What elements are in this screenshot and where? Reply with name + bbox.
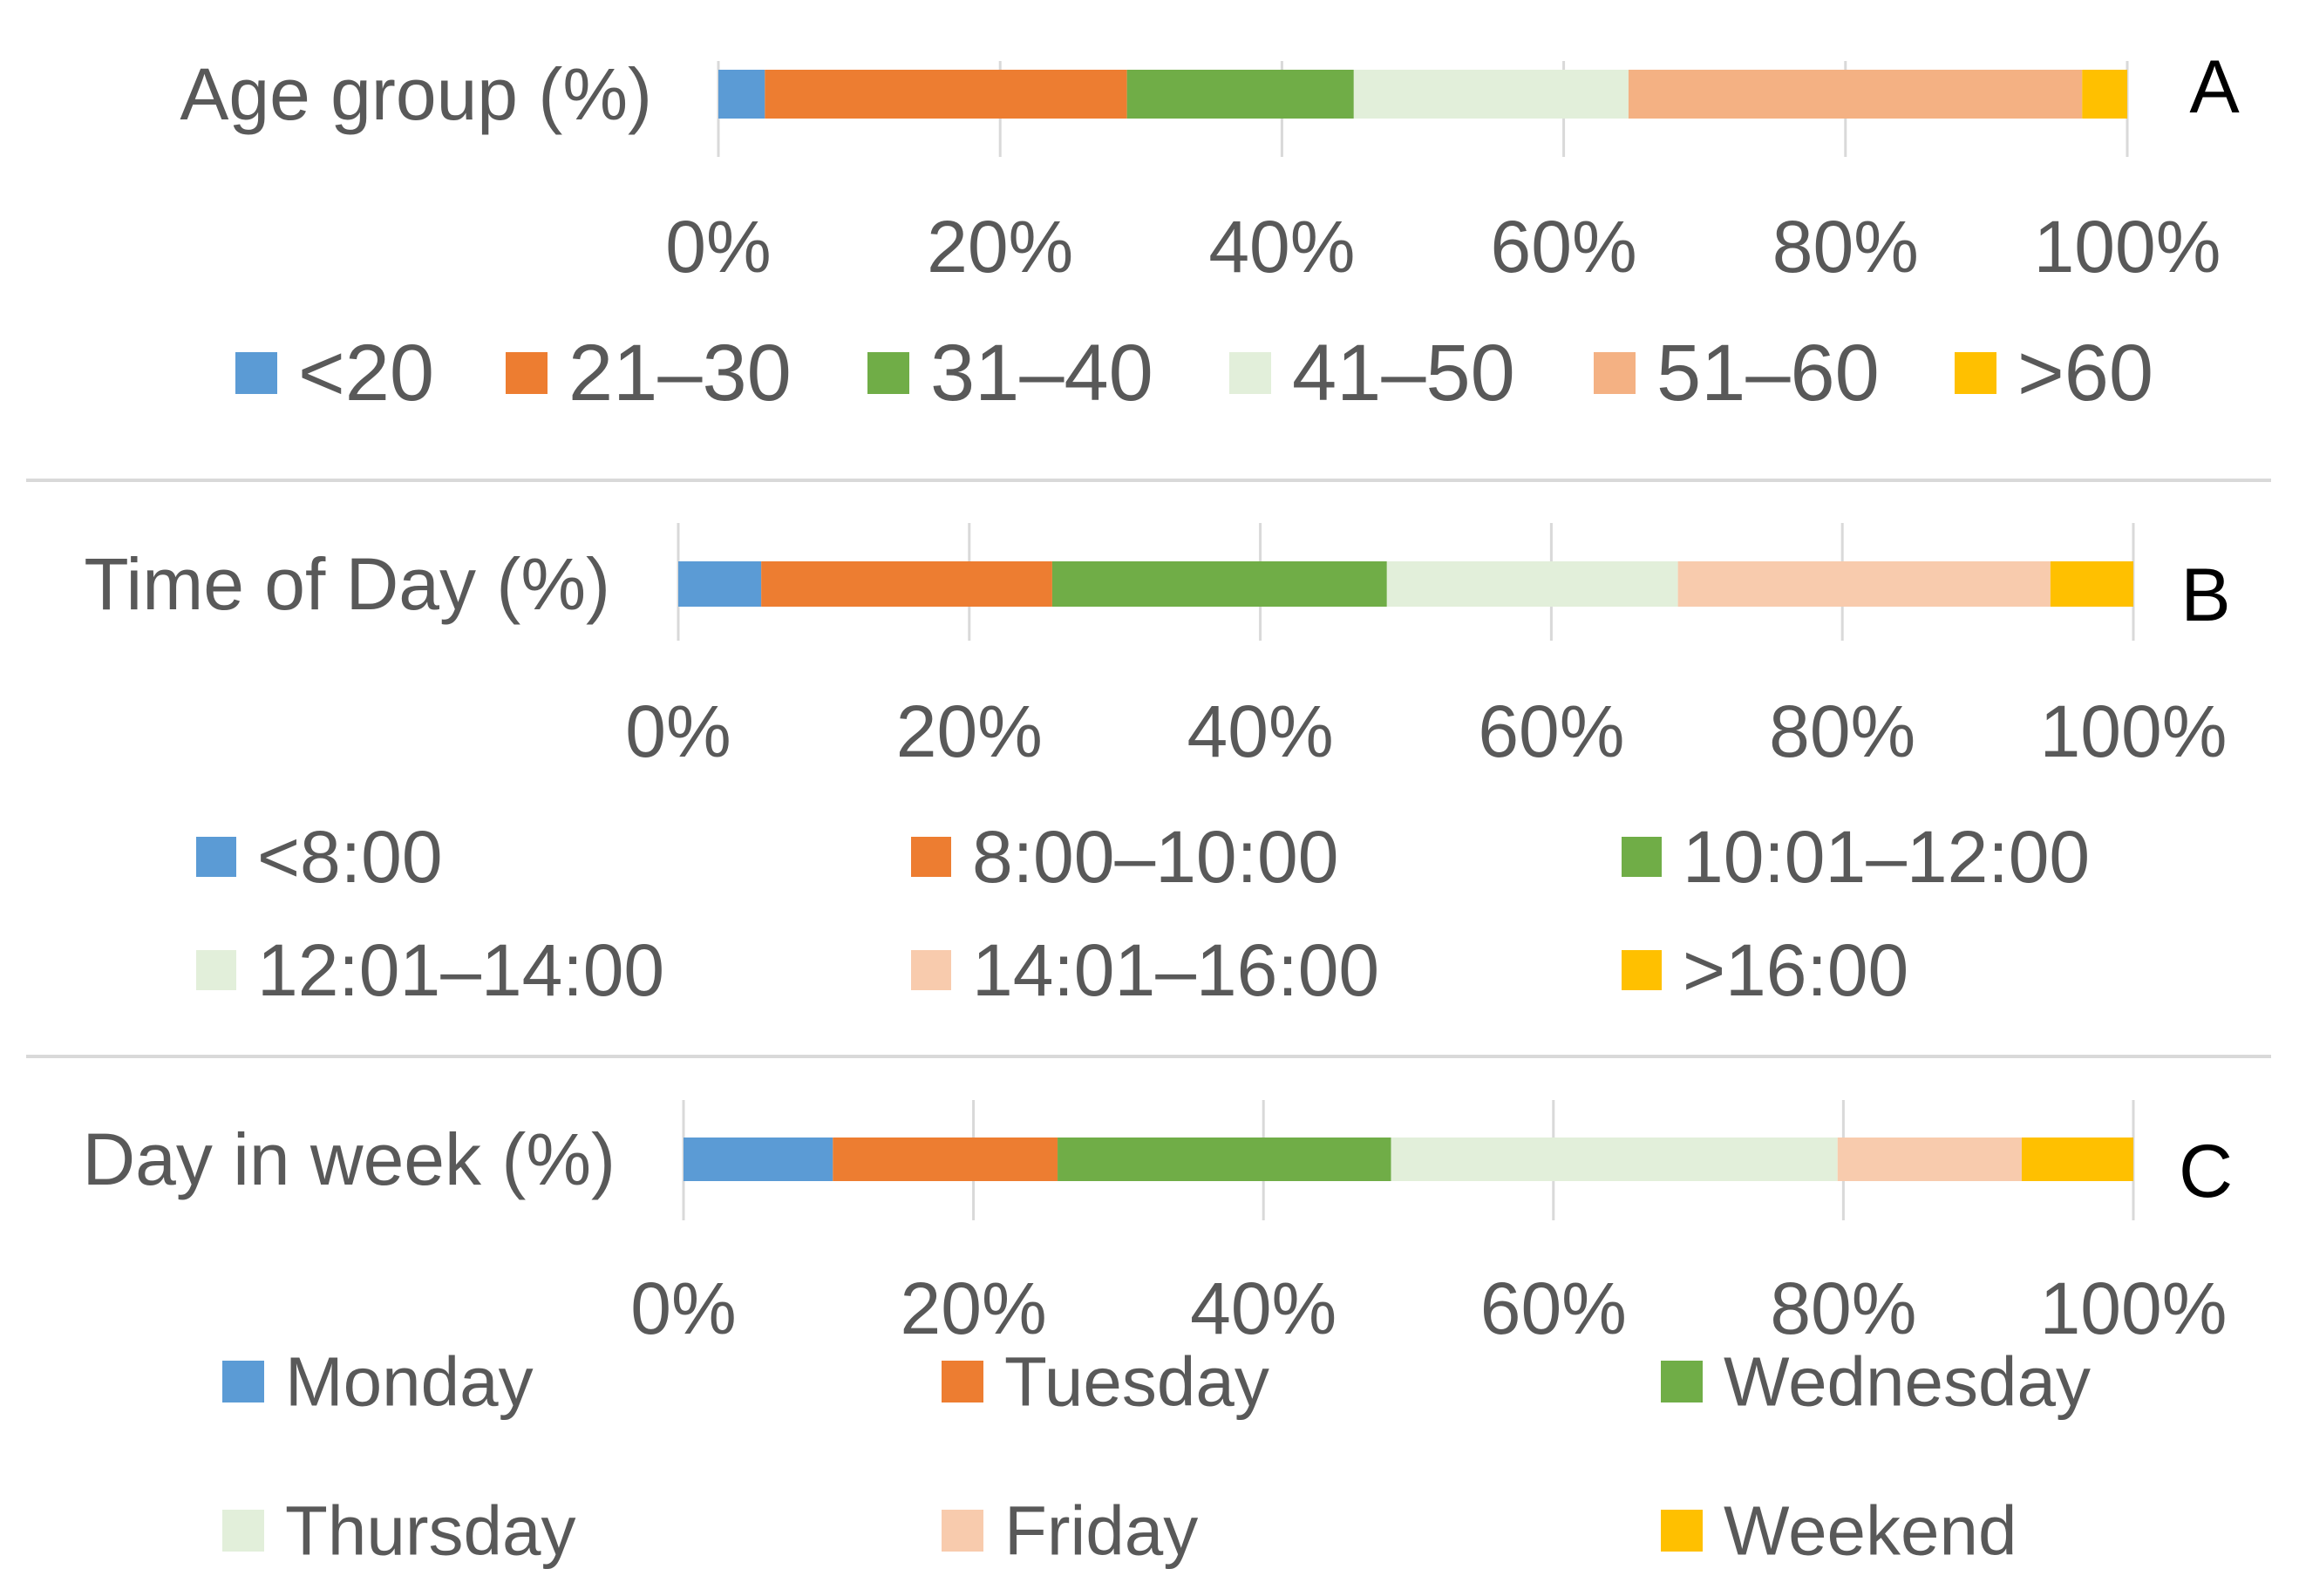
x-tick-label: 40% [1187, 690, 1334, 772]
x-tick-label: 40% [1190, 1267, 1337, 1349]
legend-swatch [942, 1361, 983, 1402]
legend-swatch [1594, 352, 1636, 394]
legend-swatch [222, 1510, 264, 1552]
x-tick-label: 60% [1478, 690, 1624, 772]
bar-segment [1126, 70, 1354, 119]
legend-swatch [1661, 1361, 1703, 1402]
bar-segment [2050, 561, 2133, 607]
legend-label: >60 [2017, 329, 2153, 418]
bar-segment [1628, 70, 2083, 119]
legend-label: 31–40 [930, 329, 1153, 418]
legend-swatch [196, 837, 236, 877]
x-tick-label: 60% [1491, 206, 1637, 288]
legend-label: 14:01–16:00 [972, 929, 1379, 1011]
bar-segment [1391, 1138, 1838, 1181]
x-tick-label: 100% [2040, 1267, 2228, 1349]
x-tick-label: 0% [665, 206, 771, 288]
legend-swatch [235, 352, 277, 394]
legend-label: Tuesday [1004, 1343, 1269, 1421]
x-tick-label: 100% [2040, 690, 2228, 772]
bar-segment [1353, 70, 1629, 119]
bar-segment [1677, 561, 2051, 607]
legend-swatch [1661, 1510, 1703, 1552]
x-tick-label: 20% [896, 690, 1043, 772]
x-tick-label: 0% [625, 690, 731, 772]
legend-label: 41–50 [1292, 329, 1515, 418]
legend-swatch [942, 1510, 983, 1552]
legend-label: Wednesday [1724, 1343, 2091, 1421]
legend-label: Friday [1004, 1492, 1198, 1570]
bar-segment [1058, 1138, 1391, 1181]
legend-label: <20 [298, 329, 434, 418]
bar-segment [833, 1138, 1058, 1181]
legend-label: 12:01–14:00 [257, 929, 664, 1011]
bar-segment [718, 70, 765, 119]
x-tick-label: 80% [1772, 206, 1919, 288]
legend-label: 8:00–10:00 [972, 816, 1338, 898]
legend-swatch [911, 837, 951, 877]
bar-segment [2082, 70, 2127, 119]
legend-swatch [222, 1361, 264, 1402]
legend-swatch [867, 352, 909, 394]
legend-label: 21–30 [568, 329, 792, 418]
panel-letter: A [2189, 45, 2240, 129]
x-tick-label: 80% [1770, 1267, 1916, 1349]
x-tick-label: 0% [630, 1267, 736, 1349]
legend-label: <8:00 [257, 816, 443, 898]
bar-segment [684, 1138, 833, 1181]
bar-segment [1837, 1138, 2022, 1181]
x-tick-label: 60% [1480, 1267, 1627, 1349]
legend-swatch [911, 950, 951, 990]
bar-segment [2021, 1138, 2133, 1181]
legend-swatch [1622, 950, 1662, 990]
legend-swatch [196, 950, 236, 990]
category-label: Age group (%) [180, 53, 652, 135]
legend-label: 10:01–12:00 [1683, 816, 2090, 898]
x-tick-label: 20% [901, 1267, 1047, 1349]
x-tick-label: 20% [927, 206, 1073, 288]
bar-segment [1051, 561, 1387, 607]
x-tick-label: 80% [1769, 690, 1915, 772]
category-label: Day in week (%) [82, 1118, 616, 1200]
legend-swatch [1229, 352, 1271, 394]
legend-label: >16:00 [1683, 929, 1908, 1011]
legend-label: 51–60 [1656, 329, 1880, 418]
legend-label: Weekend [1724, 1492, 2017, 1570]
panel-letter: C [2179, 1130, 2233, 1213]
bar-segment [678, 561, 762, 607]
legend-swatch [1955, 352, 1996, 394]
category-label: Time of Day (%) [84, 543, 610, 625]
legend-swatch [1622, 837, 1662, 877]
legend-swatch [506, 352, 548, 394]
x-tick-label: 40% [1208, 206, 1355, 288]
legend-label: Monday [285, 1343, 534, 1421]
bar-segment [765, 70, 1127, 119]
x-tick-label: 100% [2034, 206, 2221, 288]
legend-label: Thursday [285, 1492, 575, 1570]
bar-segment [1386, 561, 1678, 607]
panel-letter: B [2180, 554, 2230, 637]
bar-segment [761, 561, 1052, 607]
